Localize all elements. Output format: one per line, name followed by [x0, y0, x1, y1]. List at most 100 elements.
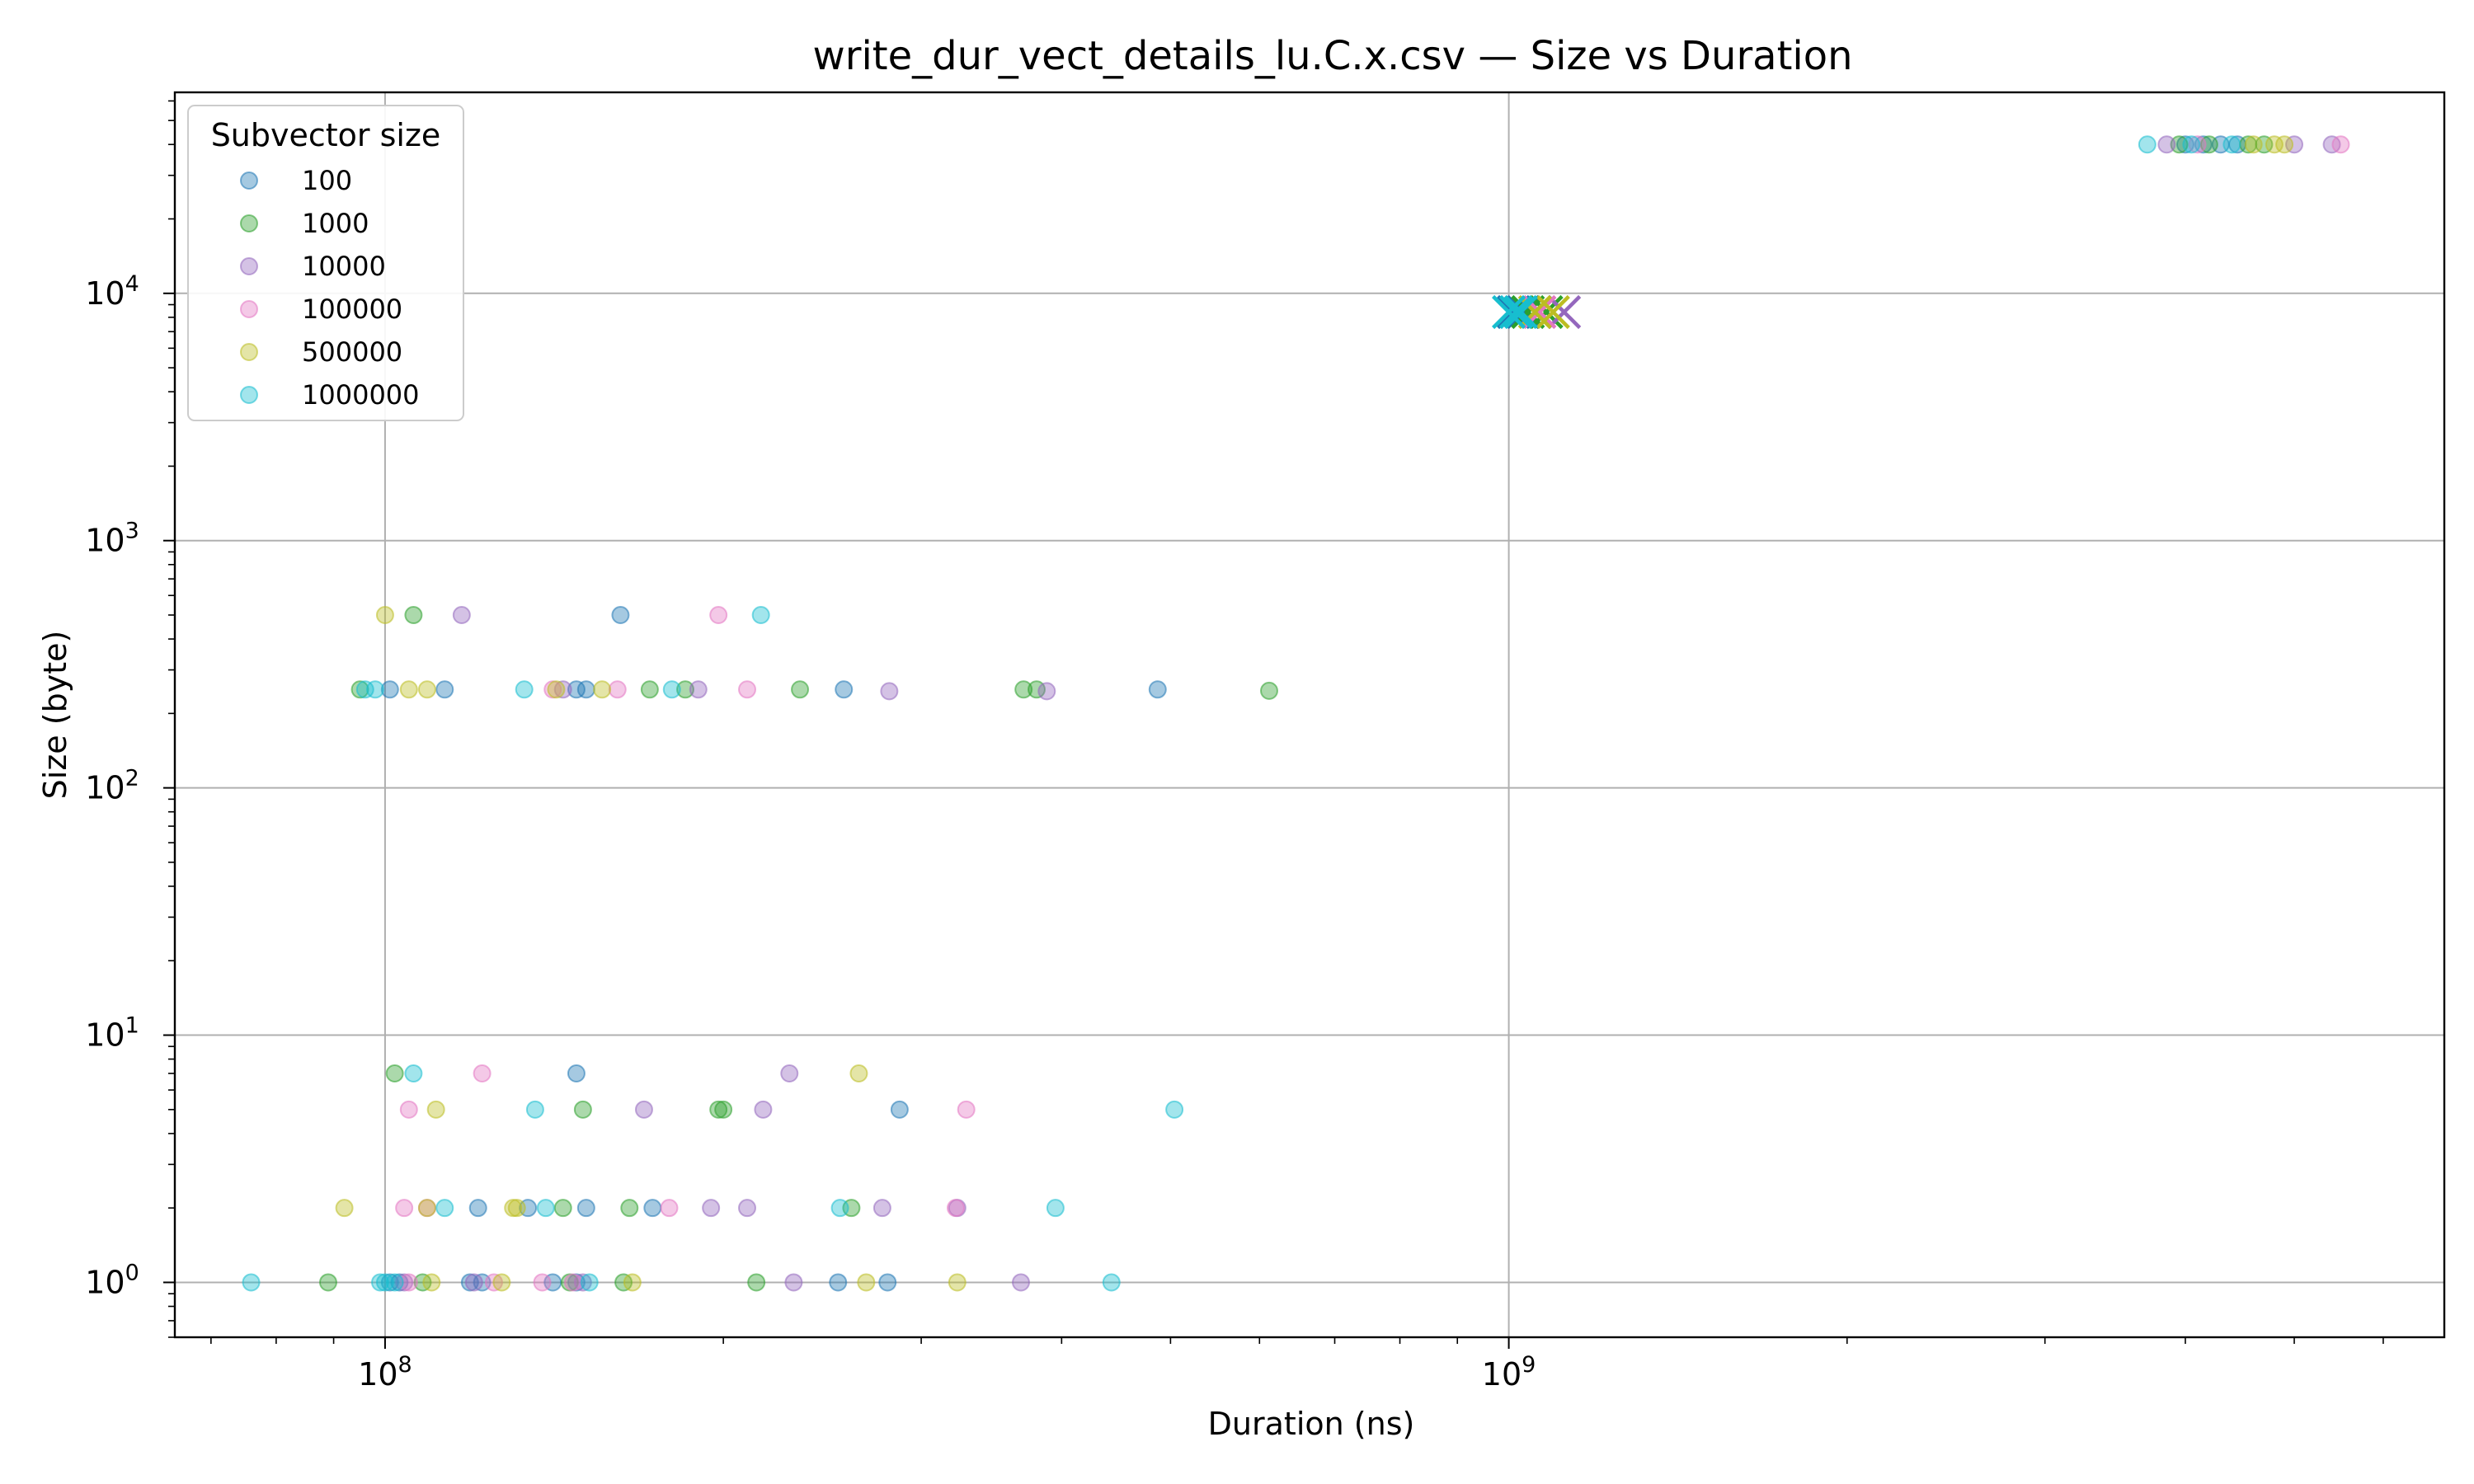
- legend-label: 1000000: [302, 379, 420, 411]
- data-point: [355, 680, 374, 699]
- data-point: [335, 1199, 354, 1218]
- data-point: [878, 1273, 897, 1292]
- data-point: [567, 1064, 586, 1083]
- series-1000: [318, 135, 2274, 1292]
- data-point: [242, 1273, 261, 1292]
- legend-label: 100000: [302, 294, 402, 325]
- minor-ticks: [168, 100, 2384, 1344]
- data-point: [547, 680, 566, 699]
- data-point: [1011, 1273, 1030, 1292]
- data-point: [2331, 135, 2350, 154]
- data-point: [2275, 135, 2294, 154]
- legend-marker: [240, 386, 258, 404]
- data-point: [567, 680, 586, 699]
- data-point: [576, 680, 595, 699]
- data-point: [754, 1100, 773, 1119]
- data-point: [608, 680, 627, 699]
- data-point: [404, 1064, 423, 1083]
- data-point: [399, 680, 418, 699]
- data-point: [318, 1273, 337, 1292]
- data-point: [573, 1273, 592, 1292]
- data-point: [385, 1273, 404, 1292]
- data-point: [435, 1199, 454, 1218]
- data-point: [399, 1100, 418, 1119]
- data-point: [660, 1199, 679, 1218]
- data-point: [563, 1273, 582, 1292]
- data-point: [417, 1199, 436, 1218]
- data-point: [675, 680, 694, 699]
- data-point: [473, 1064, 492, 1083]
- data-point: [375, 606, 394, 625]
- data-point: [435, 680, 454, 699]
- data-point: [1148, 680, 1167, 699]
- legend-marker: [240, 214, 258, 232]
- data-point: [573, 1100, 592, 1119]
- data-point: [417, 680, 436, 699]
- data-point: [395, 1199, 414, 1218]
- data-point: [507, 1199, 526, 1218]
- x-tick-label: 108: [358, 1352, 412, 1392]
- data-point: [395, 1273, 414, 1292]
- data-point: [872, 1199, 891, 1218]
- x-marker: [1529, 294, 1564, 330]
- x-axis-label: Duration (ns): [1208, 1406, 1415, 1442]
- data-point: [515, 680, 534, 699]
- data-point: [553, 1199, 572, 1218]
- data-point: [365, 680, 384, 699]
- data-point: [1037, 682, 1056, 701]
- data-point: [404, 606, 423, 625]
- data-point: [835, 680, 854, 699]
- data-point: [525, 1100, 544, 1119]
- data-point: [375, 1273, 394, 1292]
- data-point: [385, 1064, 404, 1083]
- x-marker: [1503, 294, 1538, 330]
- data-point: [1102, 1273, 1121, 1292]
- data-point: [452, 606, 471, 625]
- data-point: [2188, 135, 2207, 154]
- legend-marker: [240, 257, 258, 275]
- data-point: [643, 1199, 662, 1218]
- data-point: [714, 1100, 733, 1119]
- legend-title: Subvector size: [211, 117, 441, 153]
- data-point: [890, 1100, 909, 1119]
- data-point: [492, 1273, 511, 1292]
- data-point: [662, 680, 681, 699]
- y-axis-ticks: 100 101 102 103 104: [85, 271, 175, 1300]
- y-tick-label: 104: [85, 271, 139, 312]
- data-point: [611, 606, 630, 625]
- data-point: [957, 1100, 976, 1119]
- legend-label: 500000: [302, 336, 402, 368]
- data-point: [464, 1273, 483, 1292]
- data-point: [422, 1273, 441, 1292]
- data-point: [689, 680, 708, 699]
- data-point: [2182, 135, 2201, 154]
- data-point: [2222, 135, 2241, 154]
- data-point: [751, 606, 770, 625]
- legend-label: 10000: [302, 251, 386, 282]
- data-points: [242, 135, 2350, 1292]
- data-point: [426, 1100, 445, 1119]
- plot-area-frame: [173, 91, 2446, 1339]
- data-point: [350, 680, 369, 699]
- y-tick-label: 102: [85, 766, 139, 806]
- data-point: [747, 1273, 766, 1292]
- data-point: [1165, 1100, 1184, 1119]
- series-10000: [395, 135, 2341, 1292]
- data-point: [2265, 135, 2284, 154]
- data-point: [380, 680, 399, 699]
- legend-marker: [240, 300, 258, 318]
- data-point: [390, 1273, 409, 1292]
- legend-items: 100 1000 10000 100000 500000 1000000: [240, 165, 420, 411]
- x-tick-label: 109: [1482, 1352, 1536, 1392]
- data-point: [1014, 680, 1033, 699]
- data-point: [620, 1199, 639, 1218]
- legend-label: 1000: [302, 208, 369, 239]
- x-marker: [1491, 294, 1526, 330]
- x-axis-ticks: 108 109: [358, 1337, 1536, 1392]
- data-point: [830, 1199, 849, 1218]
- data-point: [1259, 681, 1278, 700]
- data-point: [640, 680, 659, 699]
- legend-label: 100: [302, 165, 352, 196]
- data-point: [709, 1100, 728, 1119]
- data-point: [948, 1273, 967, 1292]
